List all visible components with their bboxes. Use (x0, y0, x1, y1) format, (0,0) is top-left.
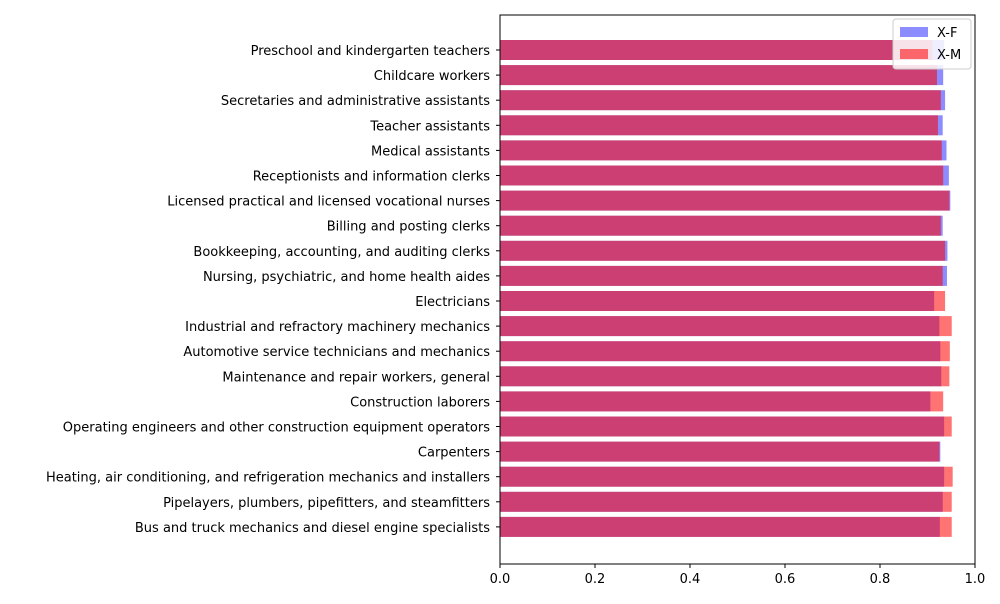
y-tick-label: Bookkeeping, accounting, and auditing cl… (193, 245, 490, 260)
y-axis: Preschool and kindergarten teachers Child… (46, 44, 500, 536)
bar-x-m-13 (500, 366, 950, 387)
x-tick-label: 0.4 (680, 572, 701, 587)
y-tick-label: Automotive service technicians and mecha… (183, 345, 490, 360)
bar-x-m-10 (500, 291, 946, 311)
legend: X-F X-M (892, 18, 972, 70)
bar-x-m-14 (500, 391, 944, 412)
x-tick-label: 0.6 (775, 572, 796, 587)
y-tick-label: Medical assistants (371, 144, 490, 159)
bar-x-m-3 (500, 115, 938, 136)
bar-x-m-7 (500, 215, 941, 236)
y-tick-label: Pipelayers, plumbers, pipefitters, and s… (163, 496, 490, 511)
bar-x-m-17 (500, 466, 953, 487)
bars-layer (500, 40, 953, 537)
bar-x-m-15 (500, 416, 952, 437)
y-tick-label: Secretaries and administrative assistant… (221, 94, 490, 109)
x-axis: 0.0 0.2 0.4 0.6 0.8 1.0 (490, 564, 986, 587)
y-tick-label: Maintenance and repair workers, general (222, 370, 490, 385)
legend-label-x-f: X-F (937, 26, 957, 41)
y-tick-label: Electricians (415, 295, 490, 310)
legend-swatch-x-m (900, 49, 928, 59)
bar-x-m-1 (500, 65, 937, 86)
x-tick-label: 0.8 (870, 572, 891, 587)
bar-x-m-11 (500, 316, 952, 337)
y-tick-label: Receptionists and information clerks (253, 170, 491, 185)
bar-x-m-0 (500, 40, 933, 60)
y-tick-label: Carpenters (418, 446, 490, 461)
x-tick-label: 0.2 (585, 572, 606, 587)
legend-swatch-x-f (900, 27, 928, 37)
plot-frame (499, 14, 976, 565)
y-tick-label: Operating engineers and other constructi… (63, 421, 490, 436)
bar-x-m-12 (500, 341, 950, 362)
bar-x-m-5 (500, 165, 944, 186)
bar-x-m-6 (500, 190, 950, 211)
y-tick-label: Licensed practical and licensed vocation… (167, 195, 490, 210)
legend-label-x-m: X-M (937, 48, 961, 63)
y-tick-label: Nursing, psychiatric, and home health ai… (203, 270, 490, 285)
bar-x-m-4 (500, 140, 942, 161)
y-tick-label: Childcare workers (374, 69, 490, 84)
bar-x-m-2 (500, 90, 941, 111)
y-tick-label: Teacher assistants (369, 119, 490, 134)
y-tick-label: Industrial and refractory machinery mech… (185, 320, 490, 335)
y-tick-label: Construction laborers (350, 395, 490, 410)
bar-x-m-19 (500, 516, 952, 537)
bar-x-m-9 (500, 265, 943, 286)
y-tick-label: Bus and truck mechanics and diesel engin… (135, 521, 490, 536)
x-tick-label: 0.0 (490, 572, 511, 587)
y-tick-label: Heating, air conditioning, and refrigera… (46, 471, 490, 486)
y-tick-label: Preschool and kindergarten teachers (251, 44, 491, 59)
bar-x-m-18 (500, 491, 952, 512)
x-tick-label: 1.0 (965, 572, 986, 587)
y-tick-label: Billing and posting clerks (327, 220, 491, 235)
bar-x-m-16 (500, 441, 940, 462)
bar-x-m-8 (500, 240, 946, 261)
